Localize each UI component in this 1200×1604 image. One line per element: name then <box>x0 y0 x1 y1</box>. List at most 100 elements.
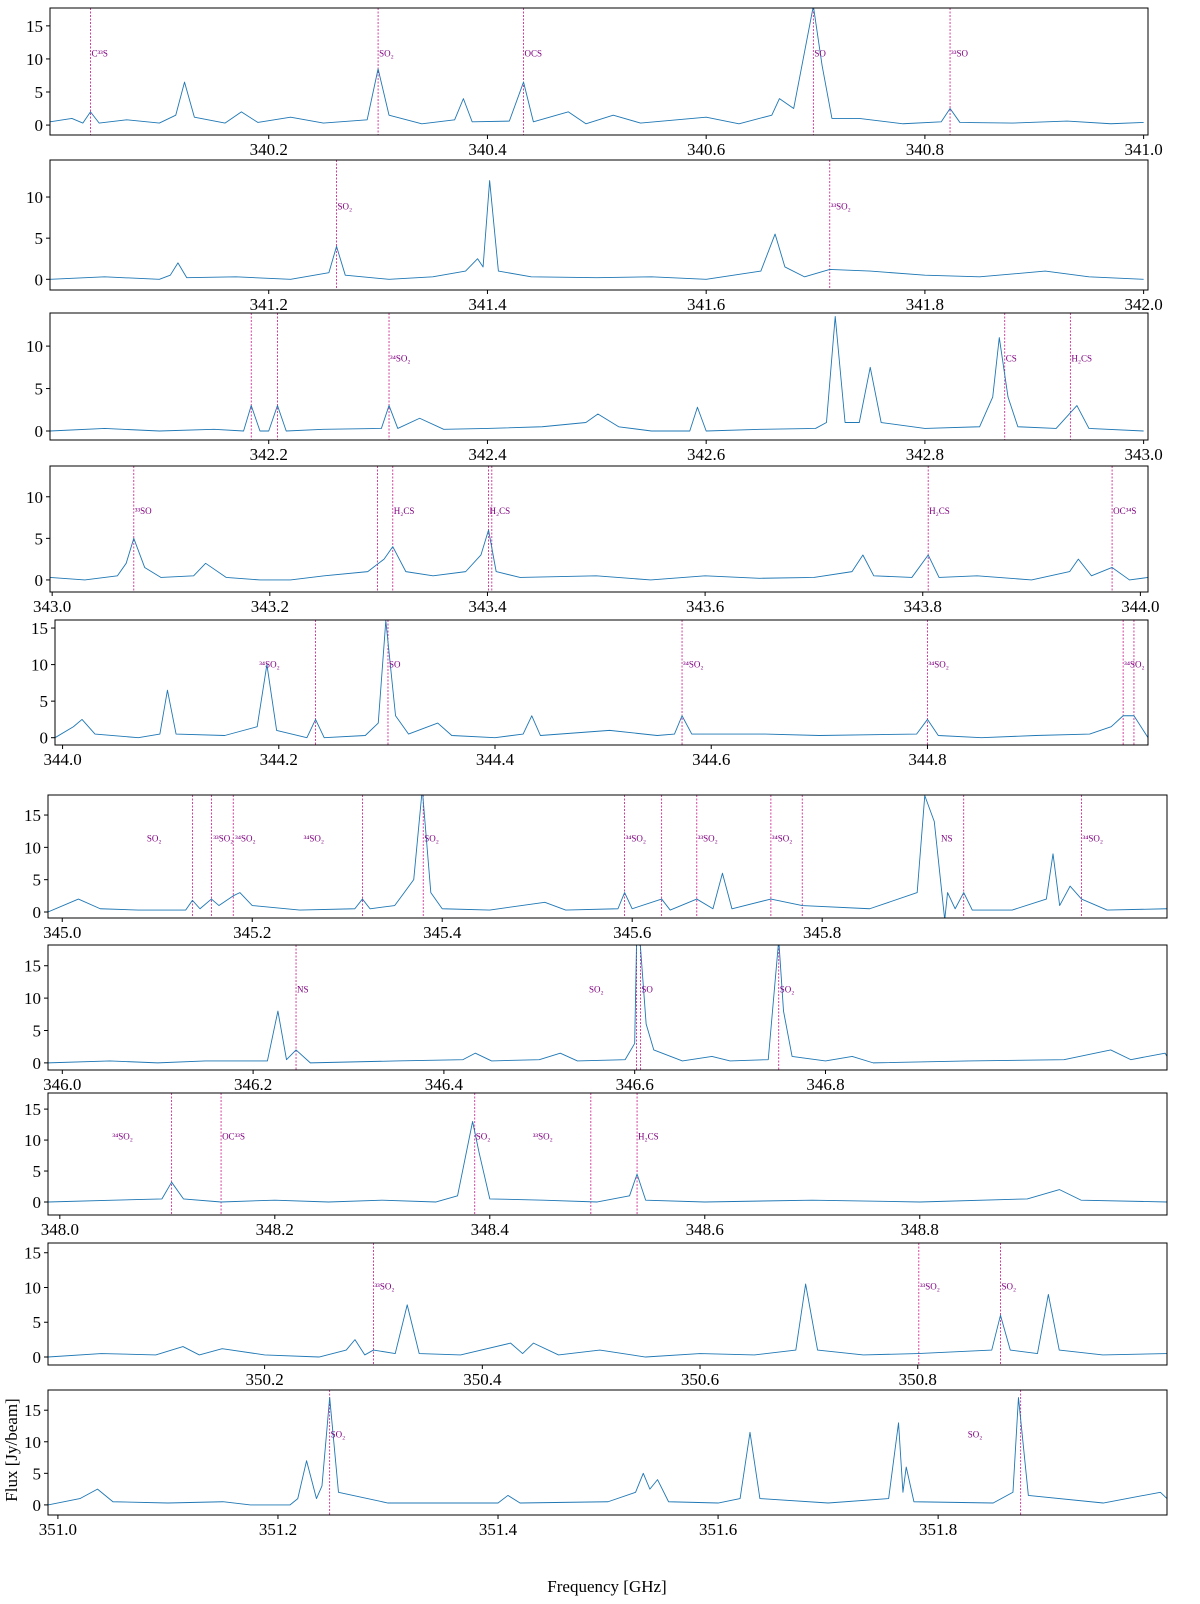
x-tick-label: 348.2 <box>256 1220 294 1239</box>
spectrum-line <box>48 1283 1167 1358</box>
y-tick-label: 15 <box>24 957 41 976</box>
panel-frame <box>54 619 1149 746</box>
x-tick-label: 345.2 <box>233 923 271 942</box>
x-tick-label: 345.8 <box>803 923 841 942</box>
spectrum-line <box>50 529 1148 581</box>
transition-label: SO₂ <box>1001 1281 1016 1291</box>
transition-label: ³⁴SO₂ <box>235 834 255 844</box>
x-tick-label: 342.4 <box>468 445 507 464</box>
x-tick-label: 346.4 <box>425 1075 464 1094</box>
y-tick-label: 0 <box>35 422 44 441</box>
transition-label: ³³SO₂ <box>831 201 851 211</box>
y-tick-label: 10 <box>24 1131 41 1150</box>
x-tick-label: 342.2 <box>250 445 288 464</box>
plot-area: ³⁴SO₂ OC³³S SO₂ ³³SO₂ H₂CS <box>48 1093 1167 1215</box>
x-tick-label: 341.8 <box>906 295 944 314</box>
transition-label: SO₂ <box>589 985 604 995</box>
y-tick-label: 15 <box>31 619 48 638</box>
y-tick-label: 10 <box>24 838 41 857</box>
transition-label: SO <box>641 985 653 995</box>
y-tick-label: 15 <box>24 1401 41 1420</box>
transition-label: SO₂ <box>147 834 162 844</box>
spectrum-line <box>48 945 1167 1064</box>
x-tick-label: 340.8 <box>906 140 944 159</box>
y-tick-label: 10 <box>26 337 43 356</box>
x-tick-label: 343.2 <box>251 597 289 616</box>
plot-area: SO₂ ³³SO₂ <box>50 160 1144 290</box>
panel-frame <box>49 159 1149 291</box>
transition-label: OCS <box>525 48 543 58</box>
transition-label: ³⁴SO₂ <box>112 1131 132 1141</box>
y-tick-label: 0 <box>35 270 44 289</box>
transition-label: ³⁴SO₂ <box>1124 660 1144 670</box>
y-tick-label: 5 <box>33 1464 42 1483</box>
y-tick-label: 0 <box>33 1348 42 1367</box>
x-axis-label: Frequency [GHz] <box>547 1577 666 1596</box>
panel-frame <box>49 312 1149 441</box>
x-tick-label: 351.0 <box>39 1520 77 1539</box>
plot-area: ³⁴SO₂ CS H₂CS <box>50 313 1144 440</box>
transition-label: ³⁴SO₂ <box>683 660 703 670</box>
x-tick-label: 343.8 <box>904 597 942 616</box>
y-tick-label: 10 <box>26 188 43 207</box>
x-tick-label: 348.8 <box>901 1220 939 1239</box>
x-tick-label: 350.4 <box>463 1370 502 1389</box>
transition-label: ³⁴SO₂ <box>1083 834 1103 844</box>
plot-area: SO₂ SO₂ <box>48 1390 1167 1515</box>
y-axis-label: Flux [Jy/beam] <box>2 1398 21 1501</box>
x-tick-label: 343.0 <box>33 597 71 616</box>
y-tick-label: 10 <box>24 989 41 1008</box>
x-tick-label: 350.8 <box>899 1370 937 1389</box>
plot-area: SO₂ ³³SO₂ ³⁴SO₂ ³⁴SO₂ SO₂ ³⁴SO₂ ³³SO₂ ³⁴SO₂ NS ³⁴… <box>48 795 1167 918</box>
transition-label: ³⁴SO₂ <box>390 353 410 363</box>
x-tick-label: 348.6 <box>686 1220 724 1239</box>
transition-label: NS <box>941 834 953 844</box>
x-tick-label: 342.0 <box>1125 295 1163 314</box>
x-tick-label: 345.4 <box>423 923 462 942</box>
x-tick-label: 342.8 <box>906 445 944 464</box>
transition-label: ³³SO₂ <box>533 1131 553 1141</box>
x-tick-label: 346.8 <box>806 1075 844 1094</box>
panel-frame <box>49 465 1149 593</box>
transition-label: SO₂ <box>331 1430 346 1440</box>
transition-label: ³³SO₂ <box>920 1281 940 1291</box>
y-tick-label: 15 <box>24 1244 41 1263</box>
y-tick-label: 5 <box>33 871 42 890</box>
x-tick-label: 351.6 <box>699 1520 737 1539</box>
y-tick-label: 5 <box>33 1313 42 1332</box>
transition-label: H₂CS <box>929 506 950 516</box>
transition-label: H₂CS <box>638 1131 659 1141</box>
panel-frame <box>49 7 1149 136</box>
x-tick-label: 345.6 <box>613 923 651 942</box>
x-tick-label: 345.0 <box>43 923 81 942</box>
transition-label: SO₂ <box>424 834 439 844</box>
y-tick-label: 10 <box>24 1433 41 1452</box>
y-tick-label: 0 <box>33 903 42 922</box>
transition-label: H₂CS <box>490 506 511 516</box>
spectrum-line <box>48 1397 1167 1506</box>
transition-label: C³³S <box>91 48 107 58</box>
y-tick-label: 0 <box>33 1193 42 1212</box>
x-tick-label: 344.8 <box>908 750 946 769</box>
x-tick-label: 351.2 <box>259 1520 297 1539</box>
x-tick-label: 341.4 <box>468 295 507 314</box>
transition-label: SO₂ <box>780 985 795 995</box>
y-tick-label: 10 <box>26 50 43 69</box>
x-tick-label: 341.2 <box>250 295 288 314</box>
x-tick-label: 340.4 <box>468 140 507 159</box>
y-tick-label: 5 <box>35 529 44 548</box>
x-tick-label: 340.2 <box>250 140 288 159</box>
spectrum-line <box>50 180 1144 280</box>
x-tick-label: 348.0 <box>41 1220 79 1239</box>
spectrum-line <box>55 620 1148 739</box>
x-tick-label: 340.6 <box>687 140 725 159</box>
x-tick-label: 343.4 <box>468 597 507 616</box>
transition-label: SO₂ <box>379 48 394 58</box>
x-tick-label: 348.4 <box>471 1220 510 1239</box>
x-tick-label: 343.0 <box>1125 445 1163 464</box>
spectrum-line <box>48 795 1167 918</box>
plot-area: NS SO₂ SO SO₂ <box>48 945 1167 1070</box>
y-tick-label: 0 <box>33 1496 42 1515</box>
x-tick-label: 344.2 <box>260 750 298 769</box>
